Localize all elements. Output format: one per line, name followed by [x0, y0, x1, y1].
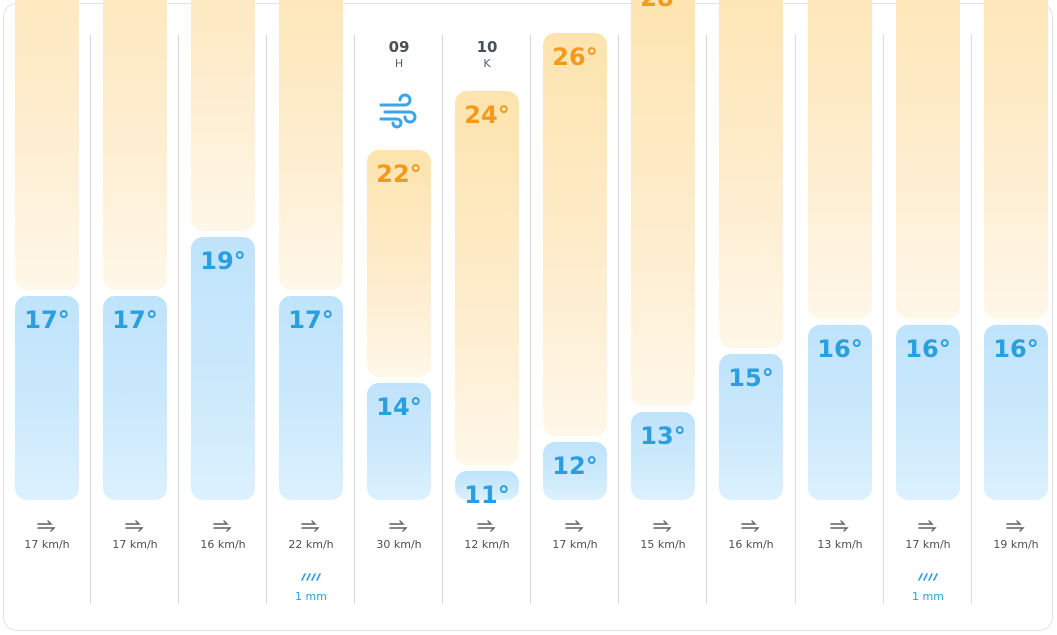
low-temp-label: 17°	[24, 305, 70, 334]
column-divider	[178, 34, 179, 604]
day-column: 06P32°17°17 km/h	[91, 0, 179, 604]
high-temp-bar: 29°	[719, 0, 783, 348]
high-temp-bar: 30°	[984, 0, 1048, 319]
column-divider	[266, 34, 267, 604]
high-temp-label: 28°	[631, 0, 695, 12]
wind-speed: 16 km/h	[728, 538, 774, 551]
high-temp-bar: 26°	[543, 32, 607, 436]
low-temp-bar: 12°	[543, 441, 607, 500]
day-number: 10	[476, 38, 498, 56]
low-temp-label: 12°	[552, 451, 598, 480]
wind-arrows-icon	[565, 519, 585, 533]
low-temp-bar: 14°	[367, 383, 431, 500]
column-divider	[354, 34, 355, 604]
high-temp-bar: 32°	[191, 0, 255, 232]
wind-speed: 17 km/h	[24, 538, 70, 551]
low-temp-bar: 17°	[103, 295, 167, 500]
day-column: 15V30°16°17 km/h1 mm	[884, 0, 972, 604]
low-temp-bar: 16°	[984, 324, 1048, 500]
low-temp-bar: 16°	[808, 324, 872, 500]
day-column: 12CS28°13°15 km/h	[619, 0, 707, 604]
high-temp-bar: 24°	[455, 91, 519, 465]
precipitation-amount: 1 mm	[912, 590, 944, 603]
low-temp-label: 13°	[640, 422, 686, 451]
day-column: 07SZ32°19°16 km/h	[179, 0, 267, 604]
high-temp-label: 24°	[464, 101, 510, 130]
wind-icon	[379, 90, 419, 130]
high-temp-bar: 30°	[896, 0, 960, 319]
high-temp-label: 22°	[376, 159, 422, 188]
column-divider	[90, 34, 91, 604]
day-column: 11SZ26°12°17 km/h	[531, 32, 619, 604]
wind-speed: 17 km/h	[552, 538, 598, 551]
wind-arrows-icon	[125, 519, 145, 533]
wind-arrows-icon	[830, 519, 850, 533]
high-temp-bar: 30°	[808, 0, 872, 319]
day-column: 05CS32°17°17 km/h	[3, 0, 91, 604]
rain-drops-icon	[301, 572, 321, 582]
low-temp-bar: 13°	[631, 412, 695, 500]
weekday-label: K	[483, 57, 491, 70]
wind-arrows-icon	[741, 519, 761, 533]
day-column: 13P29°15°16 km/h	[707, 0, 795, 604]
wind-speed: 30 km/h	[376, 538, 422, 551]
high-temp-bar: 22°	[367, 149, 431, 378]
high-temp-label: 26°	[552, 42, 598, 71]
column-divider	[618, 34, 619, 604]
low-temp-bar: 17°	[279, 295, 343, 500]
column-divider	[706, 34, 707, 604]
low-temp-label: 17°	[288, 305, 334, 334]
wind-arrows-icon	[1006, 519, 1026, 533]
high-temp-bar: 30°	[279, 0, 343, 290]
low-temp-label: 19°	[200, 247, 246, 276]
low-temp-bar: 19°	[191, 237, 255, 500]
precipitation-amount: 1 mm	[295, 590, 327, 603]
low-temp-label: 11°	[464, 480, 510, 509]
day-column: 09 H 22° 14° 30 km/h	[355, 32, 443, 604]
high-temp-bar: 32°	[103, 0, 167, 290]
wind-speed: 16 km/h	[200, 538, 246, 551]
low-temp-label: 14°	[376, 393, 422, 422]
wind-speed: 12 km/h	[464, 538, 510, 551]
wind-speed: 22 km/h	[288, 538, 334, 551]
column-divider	[795, 34, 796, 604]
column-divider	[971, 34, 972, 604]
low-temp-label: 16°	[905, 334, 951, 363]
day-column: 14SZ30°16°13 km/h	[796, 0, 884, 604]
wind-arrows-icon	[301, 519, 321, 533]
day-column: 10 K 24° 11° 12 km/h	[443, 32, 531, 604]
column-divider	[442, 34, 443, 604]
wind-speed: 19 km/h	[993, 538, 1039, 551]
high-temp-bar: 32°	[15, 0, 79, 290]
day-column: 08V30°17°22 km/h1 mm	[267, 0, 355, 604]
low-temp-bar: 17°	[15, 295, 79, 500]
wind-speed: 17 km/h	[905, 538, 951, 551]
low-temp-label: 16°	[993, 334, 1039, 363]
low-temp-bar: 15°	[719, 354, 783, 500]
low-temp-label: 15°	[728, 364, 774, 392]
day-number: 09	[388, 38, 410, 56]
wind-arrows-icon	[653, 519, 673, 533]
wind-speed: 17 km/h	[112, 538, 158, 551]
weekday-label: H	[394, 57, 404, 70]
day-column: 16H30°16°19 km/h	[972, 0, 1057, 604]
wind-arrows-icon	[37, 519, 57, 533]
wind-speed: 15 km/h	[640, 538, 686, 551]
rain-drops-icon	[918, 572, 938, 582]
wind-speed: 13 km/h	[817, 538, 863, 551]
wind-arrows-icon	[213, 519, 233, 533]
low-temp-bar: 11°	[455, 470, 519, 509]
low-temp-label: 17°	[112, 305, 158, 334]
wind-arrows-icon	[389, 519, 409, 533]
high-temp-bar: 28°	[631, 0, 695, 407]
low-temp-label: 16°	[817, 334, 863, 363]
column-divider	[530, 34, 531, 604]
wind-arrows-icon	[477, 519, 497, 533]
column-divider	[883, 34, 884, 604]
low-temp-bar: 16°	[896, 324, 960, 500]
wind-arrows-icon	[918, 519, 938, 533]
